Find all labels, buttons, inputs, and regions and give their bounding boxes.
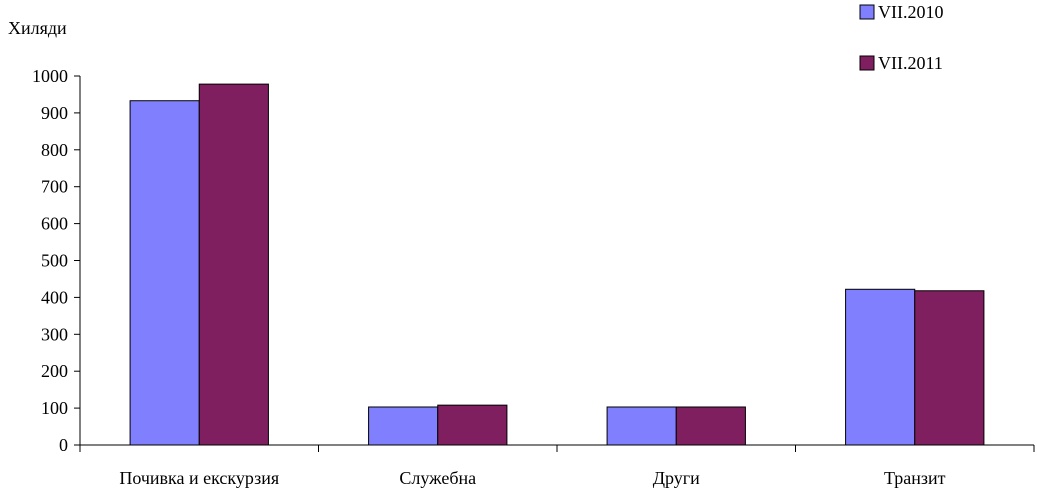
bar — [914, 290, 985, 446]
x-tick-label: Транзит — [884, 468, 946, 488]
x-tick-label: Почивка и екскурзия — [119, 468, 279, 488]
legend: VII.2010 VII.2011 — [859, 2, 944, 73]
y-tick-label: 400 — [41, 287, 68, 307]
x-tick-label: Други — [653, 468, 700, 488]
bar — [368, 406, 439, 446]
bar — [845, 288, 916, 446]
bars — [129, 83, 985, 446]
bar — [437, 404, 508, 446]
y-tick-label: 600 — [41, 214, 68, 234]
y-tick-label: 700 — [41, 177, 68, 197]
bar — [606, 406, 677, 446]
y-tick-label: 300 — [41, 324, 68, 344]
y-axis-label: Хиляди — [8, 18, 67, 38]
y-tick-label: 900 — [41, 103, 68, 123]
bar — [675, 406, 746, 446]
y-axis-ticks: 0 100 200 300 400 500 600 700 800 900 1000 — [32, 66, 81, 455]
y-tick-label: 800 — [41, 140, 68, 160]
bar — [129, 100, 200, 446]
y-tick-label: 0 — [59, 435, 68, 455]
x-axis-labels: Почивка и екскурзия Служебна Други Транзит — [119, 468, 945, 488]
y-tick-label: 200 — [41, 361, 68, 381]
legend-label: VII.2011 — [878, 53, 943, 73]
bar — [198, 83, 269, 446]
legend-swatch — [859, 4, 875, 20]
x-axis — [79, 444, 1035, 452]
legend-swatch — [859, 55, 875, 71]
x-tick-label: Служебна — [399, 468, 476, 488]
y-tick-label: 1000 — [32, 66, 68, 86]
legend-label: VII.2010 — [878, 2, 944, 22]
y-tick-label: 100 — [41, 398, 68, 418]
y-tick-label: 500 — [41, 251, 68, 271]
